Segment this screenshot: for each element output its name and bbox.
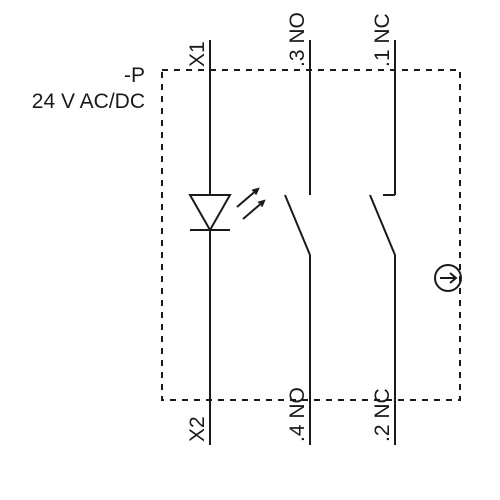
label-voltage: 24 V AC/DC [32, 90, 145, 113]
label-4no: .4 NO [286, 387, 309, 442]
schematic-diagram: -P 24 V AC/DC X1 X2 .3 NO .4 NO .1 NC .2 NC [0, 0, 500, 500]
led-ray-1 [243, 201, 264, 219]
label-x1: X1 [186, 41, 209, 67]
led-ray-0 [237, 189, 258, 207]
contact-nc-arm [370, 195, 395, 255]
label-1nc: .1 NC [371, 13, 394, 67]
led-triangle-icon [190, 195, 230, 230]
label-designator: -P [124, 64, 145, 87]
contact-no-arm [285, 195, 310, 255]
label-2nc: .2 NC [371, 388, 394, 442]
label-x2: X2 [186, 416, 209, 442]
label-3no: .3 NO [286, 12, 309, 67]
